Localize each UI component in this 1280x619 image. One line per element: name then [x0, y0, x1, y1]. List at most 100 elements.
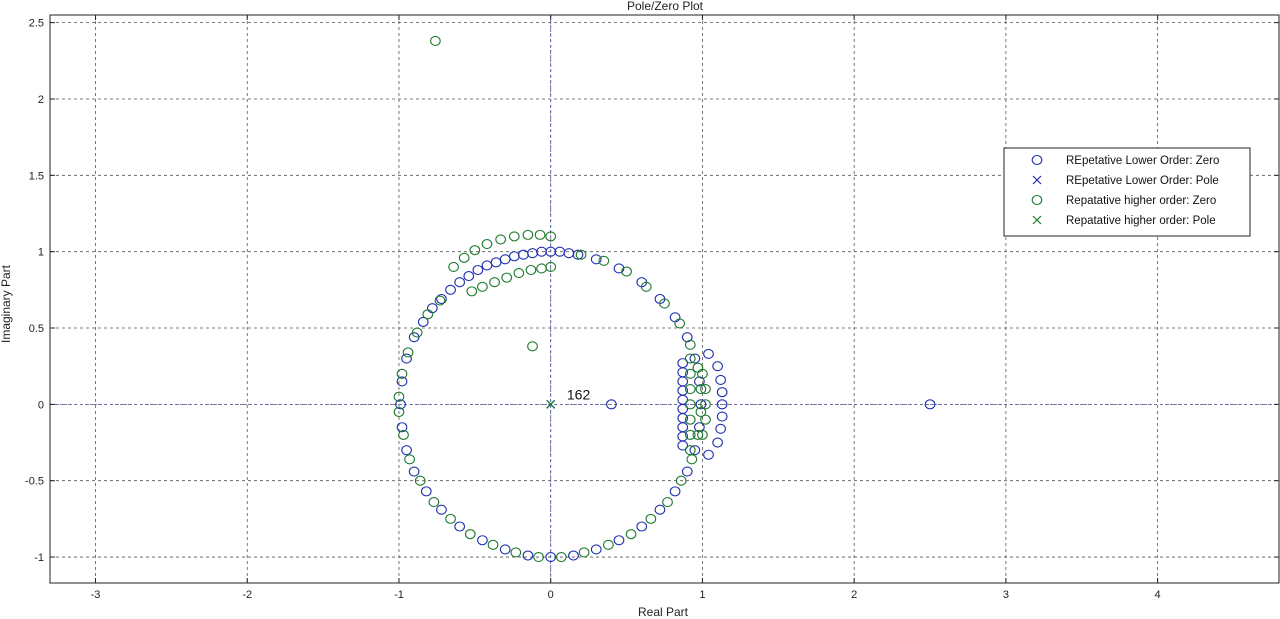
y-axis-label: Imaginary Part — [0, 264, 13, 343]
zero-marker — [436, 504, 447, 515]
zero-marker — [625, 529, 637, 540]
zero-marker — [545, 231, 557, 242]
zero-marker — [477, 535, 488, 546]
zero-marker — [674, 318, 686, 329]
zero-marker — [684, 445, 696, 456]
legend: REpetative Lower Order: Zero REpetative L… — [1003, 147, 1251, 237]
zero-marker — [695, 406, 707, 418]
zero-marker — [527, 341, 538, 352]
data-markers — [393, 35, 936, 563]
zero-marker — [445, 284, 456, 295]
zero-marker — [645, 513, 657, 524]
zero-marker — [697, 368, 708, 379]
zero-marker — [700, 399, 711, 410]
zero-marker — [712, 437, 723, 448]
zero-marker — [695, 384, 707, 395]
zero-marker — [684, 384, 696, 395]
zero-marker — [495, 234, 506, 245]
zero-marker — [534, 229, 546, 240]
zero-marker — [575, 249, 587, 260]
zero-marker — [677, 376, 689, 387]
zero-marker — [700, 414, 711, 425]
zero-marker — [703, 449, 714, 460]
x-tick-label: 4 — [1155, 589, 1161, 601]
y-tick-label: 1.5 — [29, 170, 44, 182]
legend-zero-symbol — [1031, 194, 1043, 206]
zero-marker — [463, 271, 475, 282]
zero-marker — [472, 264, 484, 276]
zero-marker — [513, 267, 525, 279]
zero-marker — [454, 521, 466, 532]
annotations: 162 — [567, 386, 591, 402]
zero-marker — [487, 539, 499, 550]
x-tick-label: -1 — [394, 589, 404, 601]
pole-multiplicity-label: 162 — [567, 386, 591, 402]
zero-marker — [436, 293, 447, 305]
zero-marker — [563, 248, 575, 259]
zero-marker — [434, 295, 446, 306]
zero-marker — [401, 445, 412, 456]
zero-marker — [508, 251, 520, 262]
chart-title: Pole/Zero Plot — [627, 0, 704, 13]
zero-marker — [545, 261, 557, 272]
zero-marker — [689, 445, 701, 456]
zero-marker — [613, 263, 625, 274]
zero-marker — [417, 316, 429, 327]
zero-marker — [448, 261, 459, 272]
legend-entry-label: Repatative higher order: Zero — [1066, 195, 1216, 207]
zero-marker — [606, 399, 617, 410]
zero-marker — [712, 361, 723, 372]
zero-marker — [508, 231, 520, 242]
zero-marker — [686, 454, 698, 465]
zero-marker — [393, 406, 405, 418]
zero-marker — [684, 414, 696, 425]
zero-marker — [716, 399, 728, 410]
zero-marker — [466, 286, 478, 297]
zero-marker — [695, 399, 707, 410]
zero-marker — [404, 454, 415, 465]
zero-marker — [430, 35, 441, 47]
zero-marker — [659, 298, 670, 309]
zero-marker — [715, 374, 726, 385]
axes-box — [49, 14, 1280, 584]
zero-marker — [689, 353, 701, 364]
y-tick-label: 2 — [38, 94, 44, 106]
zero-marker — [715, 423, 726, 434]
zero-marker — [716, 411, 728, 422]
legend-entry-label: REpetative Lower Order: Pole — [1066, 175, 1219, 187]
legend-box — [1003, 147, 1251, 237]
zero-marker — [414, 475, 426, 486]
zero-marker — [401, 353, 412, 364]
plot-frame — [49, 14, 1280, 584]
zero-marker — [469, 245, 481, 256]
x-tick-label: 2 — [851, 589, 857, 601]
zero-marker — [669, 486, 681, 497]
pole-marker-stroke — [546, 399, 556, 409]
zero-marker — [398, 429, 409, 440]
pole-marker — [546, 399, 556, 409]
legend-entry-label: REpetative Lower Order: Zero — [1066, 155, 1219, 167]
zero-marker — [675, 475, 687, 486]
zero-marker — [654, 504, 666, 515]
zero-marker — [481, 238, 493, 250]
zero-marker — [545, 551, 557, 563]
zero-marker — [527, 248, 538, 259]
zero-marker — [700, 384, 711, 395]
zero-marker — [518, 249, 529, 260]
zero-marker — [427, 303, 438, 314]
zero-marker — [692, 429, 704, 440]
zero-marker — [396, 368, 408, 379]
y-tick-label: 0.5 — [29, 323, 44, 335]
zero-marker — [422, 309, 434, 320]
zero-marker — [408, 466, 420, 477]
zero-marker — [669, 312, 681, 323]
legend-entry-label: Repatative higher order: Pole — [1066, 215, 1216, 227]
zero-marker — [677, 440, 689, 451]
zero-marker — [697, 429, 708, 440]
zero-marker — [662, 497, 673, 508]
zero-marker — [578, 547, 590, 558]
zero-marker — [533, 551, 544, 563]
zero-marker — [402, 347, 414, 358]
zero-marker — [393, 391, 405, 402]
